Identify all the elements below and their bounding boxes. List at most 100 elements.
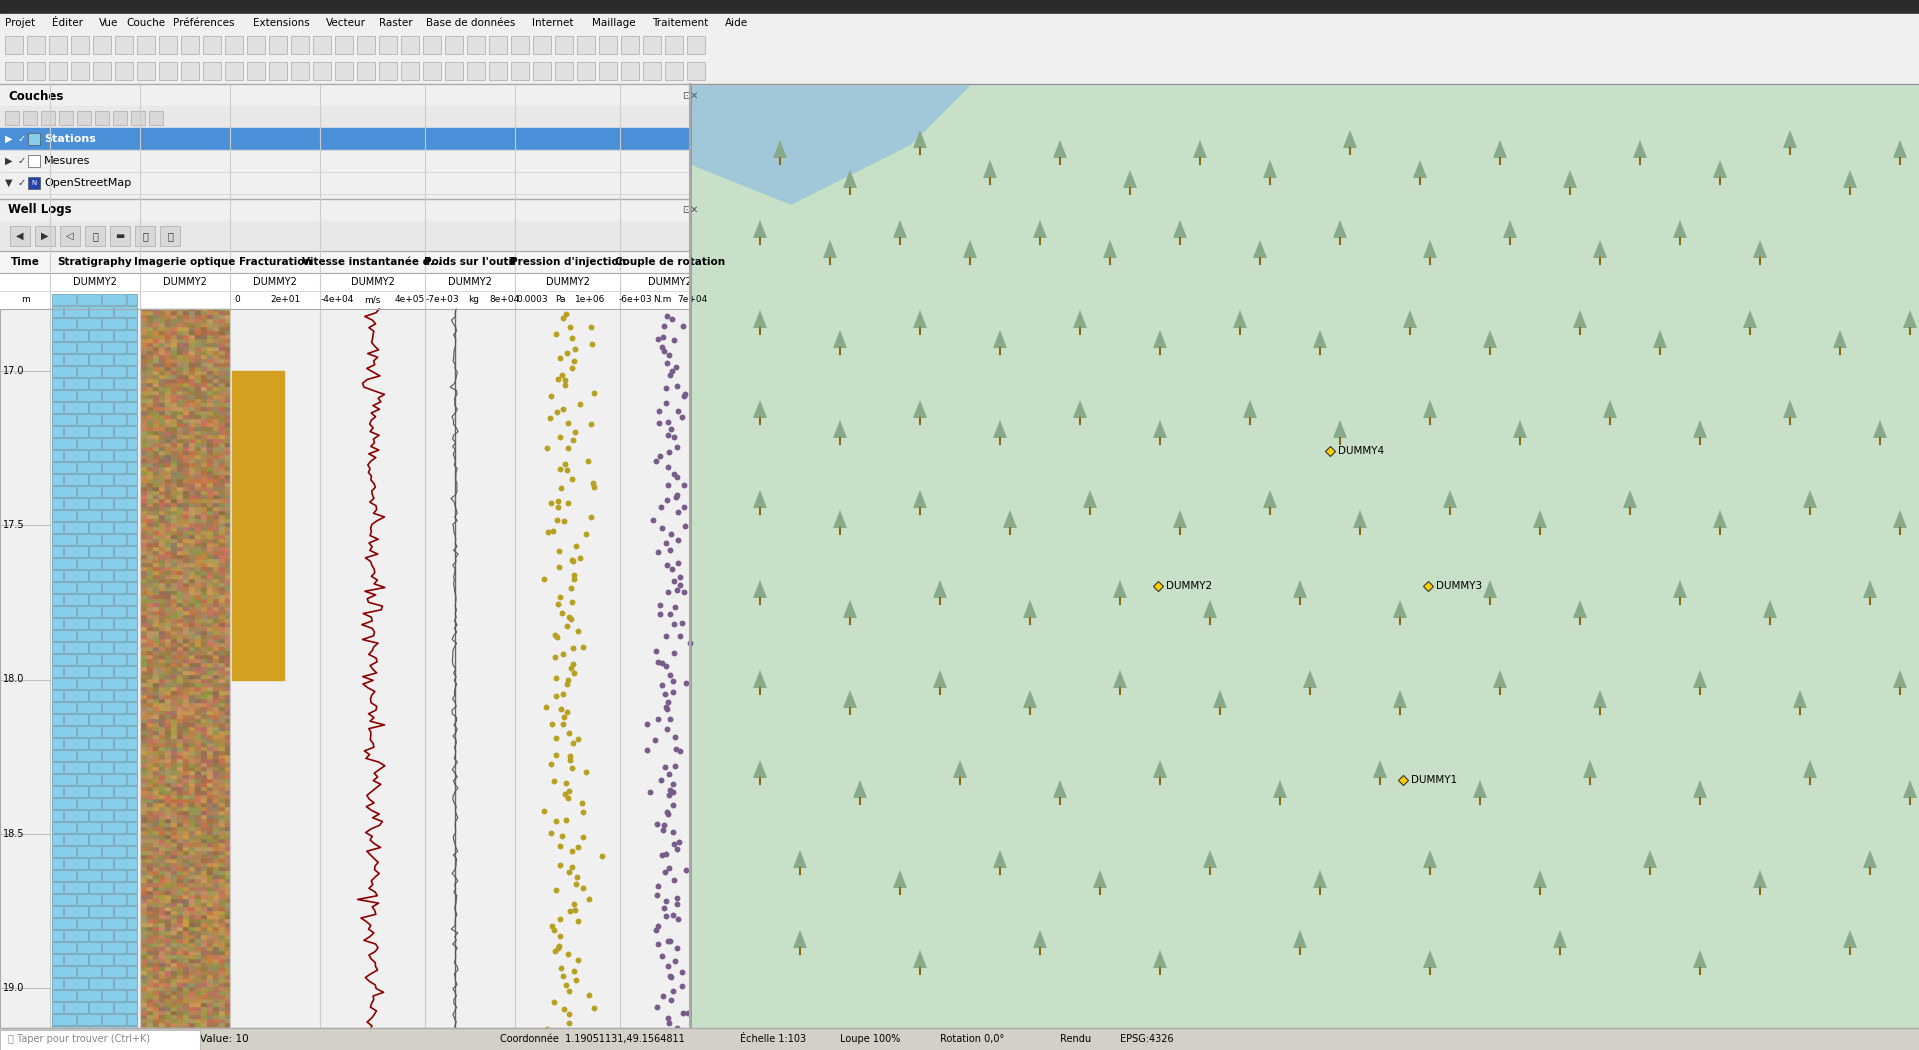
Bar <box>225 586 228 590</box>
Bar <box>182 994 188 997</box>
Bar <box>213 790 219 794</box>
Bar <box>52 858 63 869</box>
Bar <box>50 36 67 54</box>
Bar <box>213 410 219 414</box>
Point <box>562 912 593 929</box>
Bar <box>171 366 177 370</box>
Bar <box>102 342 127 353</box>
Bar <box>159 526 165 530</box>
Bar <box>188 466 196 470</box>
Bar <box>140 938 148 942</box>
Bar <box>177 790 182 794</box>
Bar <box>207 766 213 770</box>
Bar <box>225 942 228 946</box>
Bar <box>165 1026 171 1030</box>
Bar <box>357 36 374 54</box>
Bar <box>159 394 165 398</box>
Polygon shape <box>992 850 1007 868</box>
Bar <box>50 62 67 80</box>
Bar <box>201 854 207 858</box>
Point <box>647 654 677 671</box>
Bar <box>171 886 177 890</box>
Point <box>651 908 681 925</box>
Bar <box>213 778 219 782</box>
Bar <box>182 386 188 390</box>
Bar <box>219 498 225 502</box>
Bar <box>177 850 182 854</box>
Bar <box>159 734 165 738</box>
Bar <box>207 422 213 426</box>
Bar <box>207 898 213 902</box>
Bar <box>201 570 207 574</box>
Bar <box>201 978 207 982</box>
Bar <box>88 402 113 413</box>
Bar <box>159 634 165 638</box>
Bar <box>171 1014 177 1018</box>
Bar <box>196 462 201 466</box>
Bar <box>140 578 148 582</box>
Bar <box>177 822 182 826</box>
Bar <box>182 1002 188 1006</box>
Bar <box>182 630 188 634</box>
Bar <box>165 926 171 930</box>
Bar <box>182 354 188 358</box>
Bar <box>196 674 201 678</box>
Bar <box>213 490 219 493</box>
Bar <box>182 910 188 914</box>
Polygon shape <box>1263 490 1276 508</box>
Bar <box>196 930 201 934</box>
Point <box>541 813 572 830</box>
Bar <box>148 1038 154 1042</box>
Bar <box>154 774 159 778</box>
Bar <box>207 522 213 526</box>
Bar <box>171 686 177 690</box>
Bar <box>196 678 201 683</box>
Text: -6e+03: -6e+03 <box>618 295 652 304</box>
Bar <box>154 810 159 814</box>
Bar <box>159 362 165 366</box>
Point <box>541 404 572 421</box>
Bar <box>165 694 171 698</box>
Point <box>541 747 572 763</box>
Polygon shape <box>1714 510 1727 528</box>
Bar <box>140 1046 148 1050</box>
Bar <box>148 1010 154 1014</box>
Point <box>666 964 697 981</box>
Bar <box>0 172 691 194</box>
Bar <box>154 582 159 586</box>
Bar <box>219 938 225 942</box>
Bar <box>225 962 228 966</box>
Bar <box>52 978 63 989</box>
Bar <box>219 350 225 354</box>
Bar <box>182 854 188 858</box>
Bar <box>188 854 196 858</box>
Bar <box>213 738 219 742</box>
Bar <box>201 578 207 582</box>
Bar <box>159 354 165 358</box>
Bar <box>171 790 177 794</box>
Bar <box>148 318 154 322</box>
Bar <box>201 630 207 634</box>
Bar <box>182 902 188 906</box>
Bar <box>196 838 201 842</box>
Bar <box>165 630 171 634</box>
Bar <box>201 358 207 362</box>
Bar <box>188 698 196 702</box>
Bar <box>182 538 188 542</box>
Bar <box>154 510 159 514</box>
Bar <box>219 750 225 754</box>
Bar <box>182 890 188 894</box>
Bar <box>207 638 213 642</box>
Bar <box>154 406 159 410</box>
Bar <box>77 918 102 929</box>
Text: Raster: Raster <box>380 18 413 28</box>
Bar <box>225 522 228 526</box>
Bar <box>219 430 225 434</box>
Bar <box>643 36 660 54</box>
Bar <box>171 670 177 674</box>
Point <box>555 748 585 764</box>
Point <box>654 606 685 623</box>
Polygon shape <box>833 330 846 348</box>
Bar <box>196 606 201 610</box>
Bar <box>219 958 225 962</box>
